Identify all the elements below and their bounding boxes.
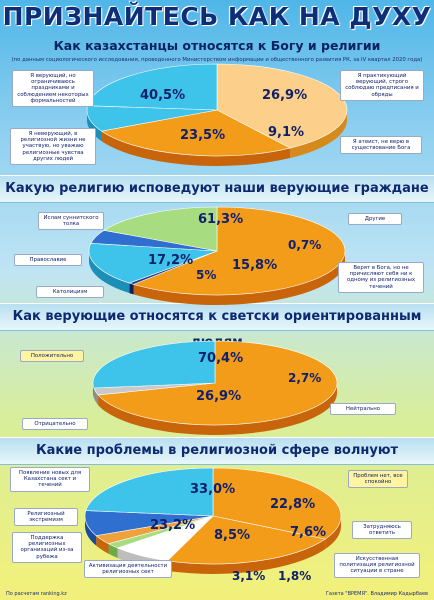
chart4-pct-5: 8,5% bbox=[214, 528, 251, 543]
chart4-pct-0: 33,0% bbox=[190, 482, 236, 497]
pie2-side-1 bbox=[93, 388, 99, 405]
chart4-pct-6: 23,2% bbox=[150, 518, 196, 533]
chart3-pct-1: 2,7% bbox=[288, 371, 322, 385]
chart2-label-1: Другие bbox=[348, 213, 402, 226]
chart2-title: Какую религию исповедуют наши верующие г… bbox=[0, 175, 434, 203]
footer-source: По расчетам ranking.kz bbox=[6, 591, 67, 597]
chart1-label-1: Я практикующий верующий, строго соблюдаю… bbox=[340, 70, 424, 101]
chart4-label-6: Религиозный экстремизм bbox=[14, 508, 78, 527]
chart4-label-3: Искусственная политизация религиозной си… bbox=[334, 553, 420, 578]
pie3-side-5 bbox=[85, 516, 97, 546]
source-note: (по данным социологического исследования… bbox=[11, 57, 423, 63]
pie3-side-3 bbox=[108, 543, 118, 558]
page-subtitle: Как казахстанцы относятся к Богу и религ… bbox=[53, 38, 381, 53]
chart1-label-3: Я неверующий, в религиозной жизни не уча… bbox=[10, 128, 96, 166]
chart3-pct-2: 26,9% bbox=[196, 389, 242, 404]
chart2-pct-4: 17,2% bbox=[148, 253, 194, 268]
chart1-label-2: Я атеист, не верю в существование Бога bbox=[340, 136, 422, 155]
chart2-pct-2: 15,8% bbox=[232, 258, 278, 273]
chart4-title: Какие проблемы в религиозной сфере волну… bbox=[0, 437, 434, 484]
chart4-pct-3: 1,8% bbox=[278, 569, 312, 583]
chart4-pct-2: 7,6% bbox=[290, 525, 327, 540]
chart2-label-4: Православие bbox=[14, 254, 82, 267]
chart4-label-1: Проблем нет, все спокойно bbox=[348, 470, 408, 489]
chart2-label-2: Верят в Бога, но не причисляют себя ни к… bbox=[338, 262, 424, 293]
chart2-pct-3: 5% bbox=[196, 268, 217, 282]
pie2-side-2 bbox=[93, 383, 94, 399]
chart4-label-4: Активизация деятельности религиозных сек… bbox=[84, 560, 172, 579]
pie3-side-4 bbox=[96, 535, 109, 554]
chart3-label-0: Положительно bbox=[20, 350, 84, 363]
pie-chart-beliefs bbox=[86, 63, 348, 166]
chart1-pct-0: 40,5% bbox=[140, 88, 186, 103]
chart3-title: Как верующие относятся к светски ориенти… bbox=[0, 303, 434, 350]
chart1-label-0: Я верующий, но ограничиваюсь праздниками… bbox=[12, 70, 94, 108]
page-title: ПРИЗНАЙТЕСЬ КАК НА ДУХУ bbox=[2, 2, 432, 31]
chart4-label-5: Поддержка религиозных организаций из-за … bbox=[12, 532, 82, 563]
chart2-pct-0: 61,3% bbox=[198, 212, 244, 227]
chart4-label-0: Появление новых для Казахстана сект и те… bbox=[10, 467, 90, 492]
chart1-pct-3: 23,5% bbox=[180, 128, 226, 143]
chart1-pct-2: 9,1% bbox=[268, 125, 305, 140]
pie0-slice-3 bbox=[87, 63, 218, 111]
chart2-label-0: Ислам суннитского толка bbox=[38, 212, 104, 231]
chart2-pct-1: 0,7% bbox=[288, 238, 322, 252]
chart3-pct-0: 70,4% bbox=[198, 351, 244, 366]
pie3-side-0 bbox=[325, 516, 341, 550]
chart3-label-2: Отрицательно bbox=[22, 418, 88, 431]
chart1-pct-1: 26,9% bbox=[262, 88, 308, 103]
chart2-label-3: Католицизм bbox=[36, 286, 104, 299]
chart4-pct-4: 3,1% bbox=[232, 569, 266, 583]
chart3-label-1: Нейтрально bbox=[330, 403, 396, 416]
pie1-slice-3 bbox=[90, 229, 218, 252]
chart4-pct-1: 22,8% bbox=[270, 497, 316, 512]
footer-credit: Газета "ВРЕМЯ". Владимир Кадырбаев bbox=[325, 591, 428, 597]
pie1-side-1 bbox=[129, 283, 134, 295]
chart4-label-2: Затрудняюсь ответить bbox=[352, 521, 412, 540]
